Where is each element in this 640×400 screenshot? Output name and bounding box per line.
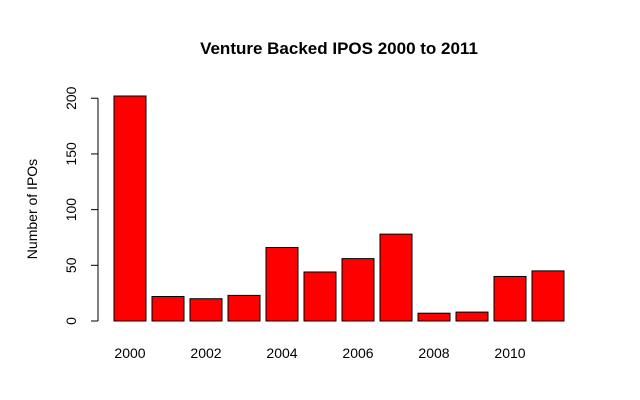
- y-tick-label: 50: [63, 257, 79, 273]
- x-tick-label-2000: 2000: [114, 345, 145, 361]
- y-tick-label: 100: [63, 198, 79, 222]
- chart-title: Venture Backed IPOS 2000 to 2011: [200, 39, 478, 58]
- bar-2004: [265, 246, 299, 322]
- bar-2006: [341, 258, 375, 322]
- y-axis-label: Number of IPOs: [24, 159, 40, 259]
- y-axis: 0 50 100 150 200: [63, 86, 99, 325]
- x-tick-label-2010: 2010: [494, 345, 525, 361]
- x-tick-label-2004: 2004: [266, 345, 297, 361]
- x-tick-label-2008: 2008: [418, 345, 449, 361]
- y-tick-label: 0: [63, 317, 79, 325]
- bar-2003: [227, 294, 261, 322]
- x-tick-label-2006: 2006: [342, 345, 373, 361]
- bars: [113, 95, 565, 322]
- bar-2010: [493, 275, 527, 322]
- bar-2011: [531, 270, 565, 322]
- x-tick-label-2002: 2002: [190, 345, 221, 361]
- y-tick-label: 150: [63, 142, 79, 166]
- y-tick-label: 200: [63, 86, 79, 110]
- bar-2002: [189, 298, 223, 322]
- x-tick-labels: 2000 2002 2004 2006 2008 2010: [114, 345, 525, 361]
- bar-2009: [455, 311, 489, 322]
- bar-2001: [151, 295, 185, 322]
- bar-2007: [379, 233, 413, 322]
- bar-2008: [417, 312, 451, 322]
- bar-2005: [303, 271, 337, 322]
- bar-2000: [113, 95, 147, 322]
